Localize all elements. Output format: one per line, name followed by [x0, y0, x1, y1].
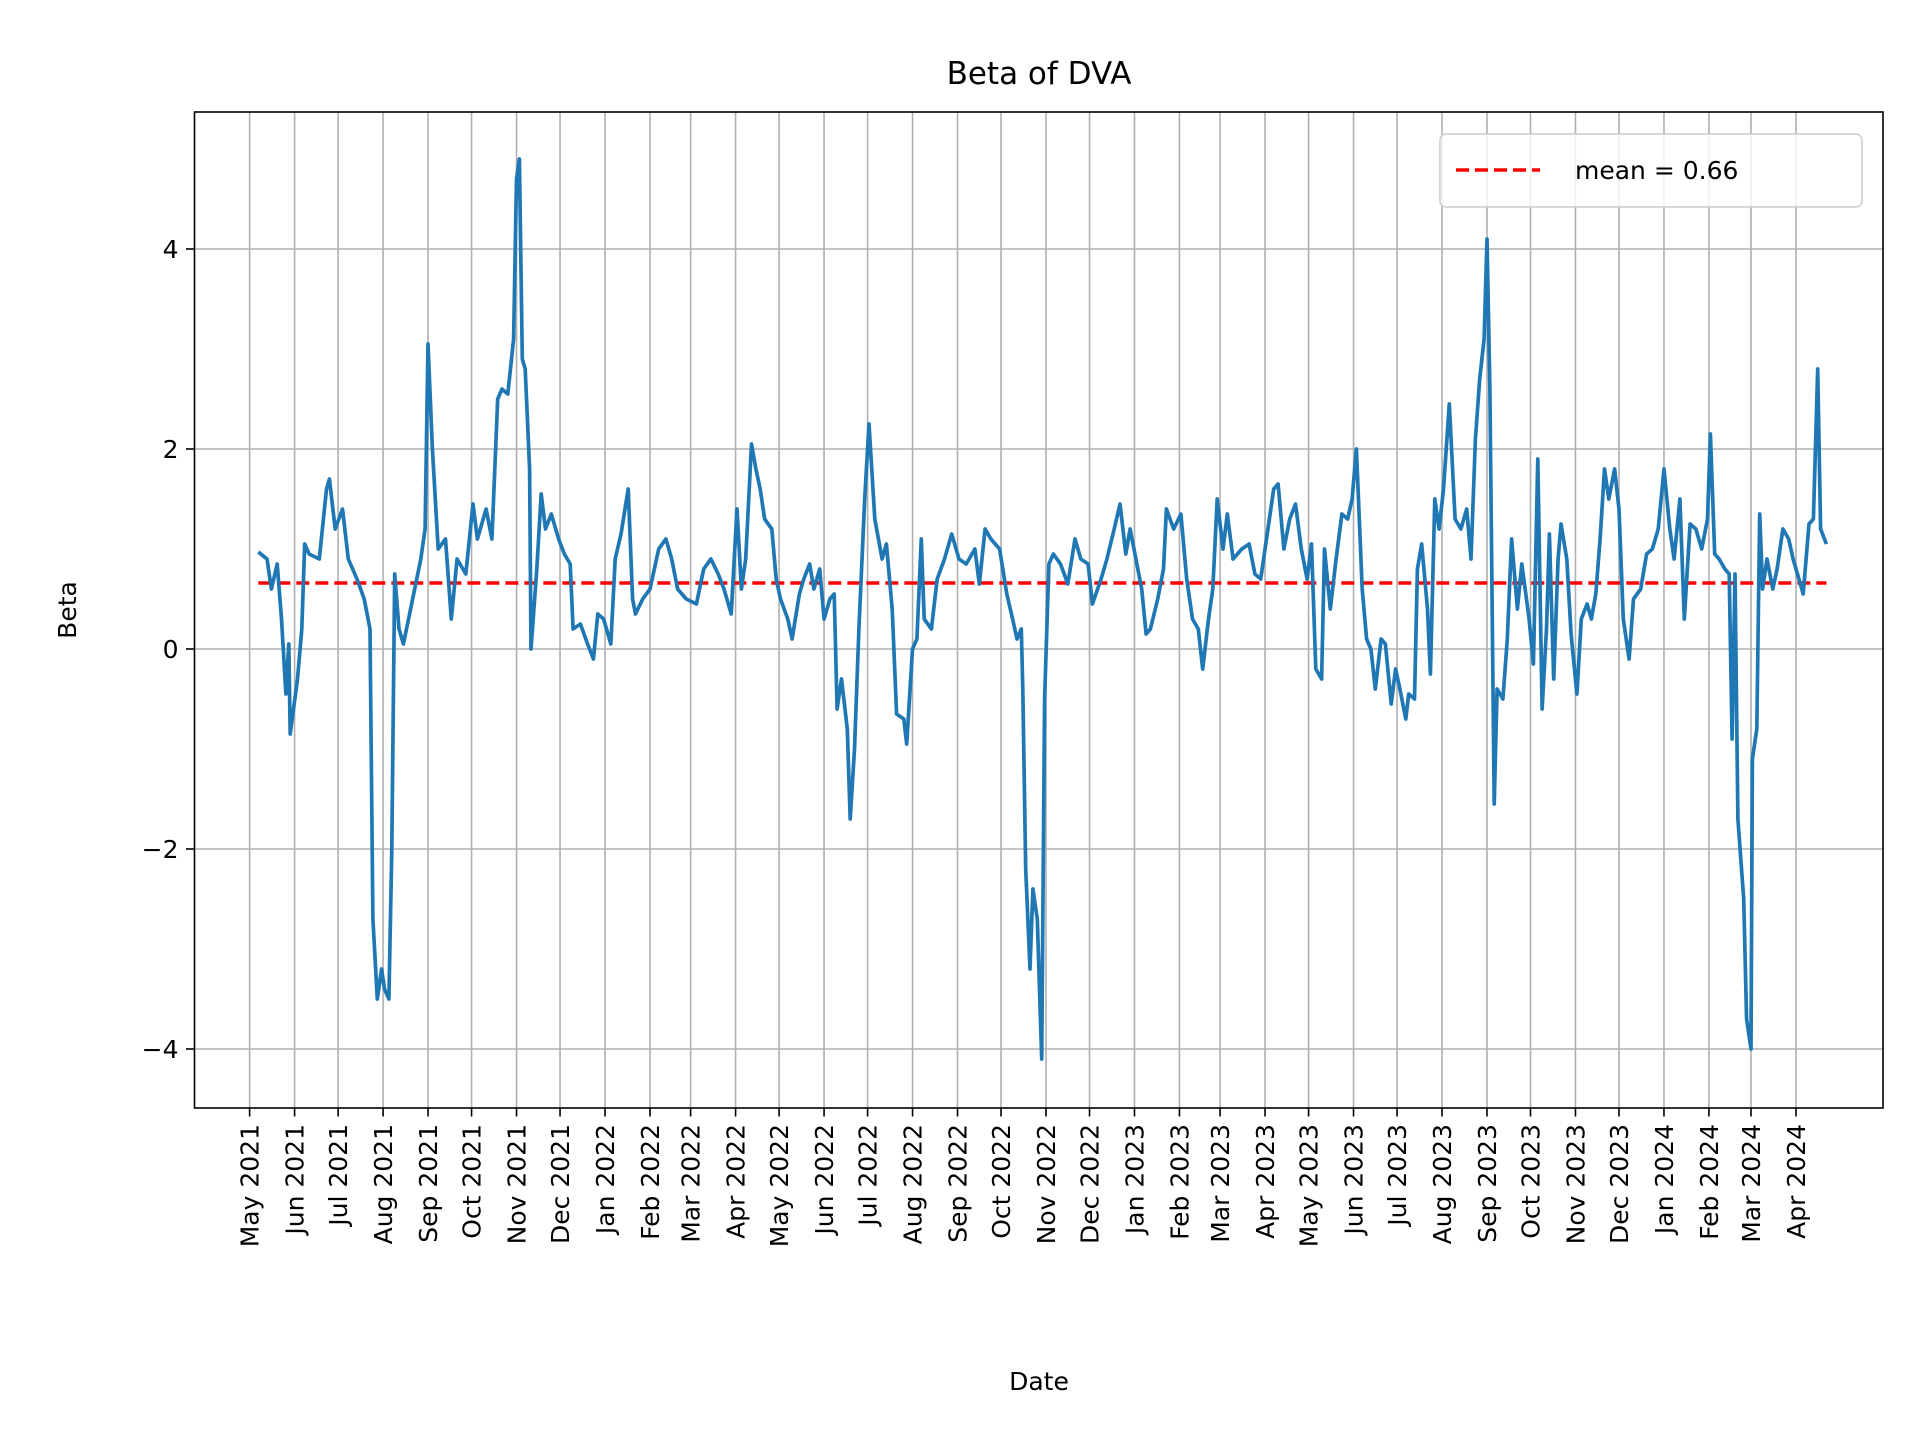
- legend-mean-label: mean = 0.66: [1575, 156, 1738, 185]
- x-axis-ticks: May 2021 Jun 2021 Jul 2021 Aug 2021 Sep 2021…: [236, 1108, 1811, 1247]
- x-tick-label: Nov 2022: [1032, 1124, 1061, 1244]
- x-tick-label: Sep 2021: [414, 1124, 443, 1243]
- x-tick-label: Jan 2022: [591, 1124, 620, 1236]
- x-axis-label: Date: [1009, 1367, 1069, 1396]
- x-tick-label: Jun 2023: [1340, 1124, 1369, 1237]
- x-tick-label: Oct 2023: [1517, 1124, 1546, 1239]
- x-tick-label: Jun 2022: [810, 1124, 839, 1237]
- x-tick-label: Dec 2021: [546, 1124, 575, 1244]
- y-tick-label: 0: [163, 635, 179, 664]
- x-tick-label: Apr 2024: [1782, 1124, 1811, 1239]
- x-tick-label: Mar 2022: [677, 1124, 706, 1243]
- x-tick-label: Jul 2023: [1383, 1124, 1412, 1228]
- x-tick-label: Feb 2022: [636, 1124, 665, 1240]
- x-tick-label: Sep 2023: [1473, 1124, 1502, 1243]
- x-tick-label: Jul 2022: [854, 1124, 883, 1228]
- x-tick-label: May 2021: [236, 1124, 265, 1247]
- x-tick-label: Jun 2021: [281, 1124, 310, 1237]
- x-tick-label: Oct 2021: [458, 1124, 487, 1239]
- x-tick-label: Mar 2023: [1206, 1124, 1235, 1243]
- x-tick-label: Dec 2022: [1076, 1124, 1105, 1244]
- x-tick-label: Dec 2023: [1605, 1124, 1634, 1244]
- x-tick-label: Aug 2022: [899, 1124, 928, 1244]
- legend-box: [1439, 133, 1863, 208]
- beta-series-line: [257, 157, 1829, 1061]
- x-tick-label: Aug 2023: [1428, 1124, 1457, 1244]
- y-tick-label: −4: [142, 1035, 179, 1064]
- y-axis-label: Beta: [53, 581, 82, 639]
- y-tick-label: 4: [163, 235, 179, 264]
- series-group: [257, 157, 1829, 1061]
- x-tick-label: Oct 2022: [987, 1124, 1016, 1239]
- chart-title: Beta of DVA: [947, 56, 1132, 92]
- y-axis-ticks: −4 −2 0 2 4: [142, 235, 195, 1064]
- x-tick-label: May 2023: [1295, 1124, 1324, 1247]
- x-tick-label: Sep 2022: [944, 1124, 973, 1243]
- x-tick-label: Mar 2024: [1737, 1124, 1766, 1243]
- x-tick-label: Feb 2024: [1695, 1124, 1724, 1240]
- x-tick-label: Jan 2023: [1120, 1124, 1149, 1236]
- y-tick-label: −2: [142, 835, 179, 864]
- grid: [194, 112, 1883, 1108]
- legend: mean = 0.66: [1439, 133, 1863, 208]
- x-tick-label: Nov 2021: [503, 1124, 532, 1244]
- x-tick-label: Jul 2021: [324, 1124, 353, 1228]
- x-tick-label: Jan 2024: [1650, 1124, 1679, 1236]
- x-tick-label: Nov 2023: [1561, 1124, 1590, 1244]
- x-tick-label: Apr 2022: [722, 1124, 751, 1239]
- y-tick-label: 2: [163, 435, 179, 464]
- axes-frame: [193, 111, 1884, 1109]
- x-tick-label: Apr 2023: [1251, 1124, 1280, 1239]
- x-tick-label: Aug 2021: [369, 1124, 398, 1244]
- x-tick-label: Feb 2023: [1165, 1124, 1194, 1240]
- x-tick-label: May 2022: [765, 1124, 794, 1247]
